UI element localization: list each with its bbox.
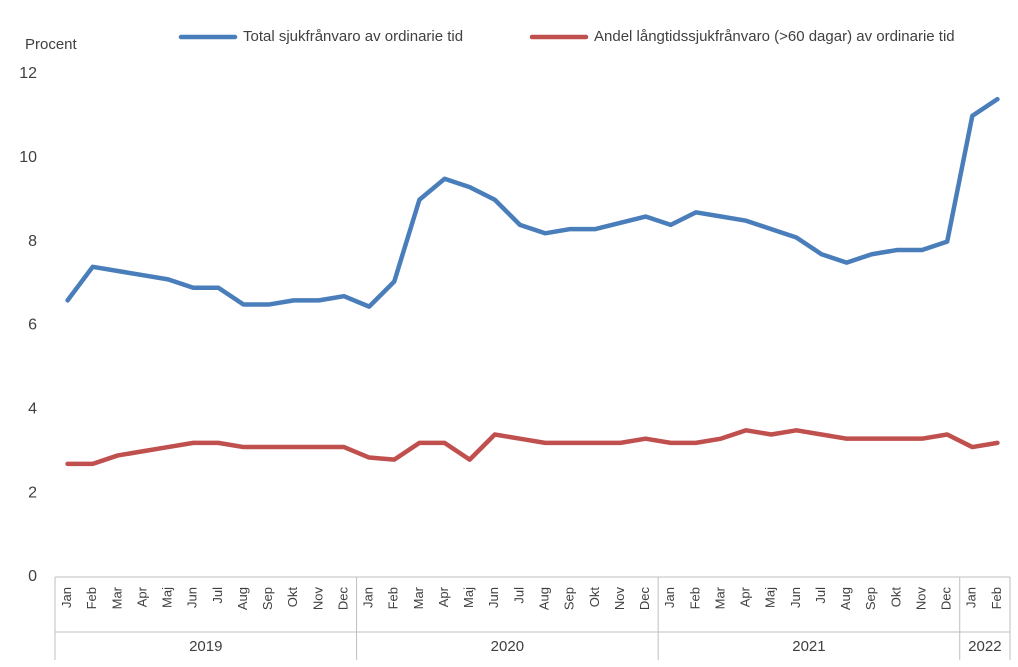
x-tick-label: Feb	[687, 587, 702, 609]
x-tick-label: Okt	[587, 587, 602, 608]
x-tick-label: Nov	[913, 587, 928, 611]
x-tick-label: Nov	[310, 587, 325, 611]
y-tick-label: 2	[28, 484, 37, 501]
x-tick-label: Jul	[813, 587, 828, 604]
x-tick-label: Jun	[185, 587, 200, 608]
x-tick-label: Sep	[562, 587, 577, 610]
x-tick-label: Jan	[361, 587, 376, 608]
series-line	[65, 428, 1000, 467]
legend-label: Andel långtidssjukfrånvaro (>60 dagar) a…	[594, 28, 955, 45]
y-axis-label: Procent	[25, 36, 78, 53]
x-tick-label: Okt	[888, 587, 903, 608]
y-tick-label: 12	[19, 65, 37, 82]
y-tick-label: 0	[28, 568, 37, 585]
x-tick-label: Jan	[964, 587, 979, 608]
x-tick-label: Maj	[763, 587, 778, 608]
series-line	[65, 96, 1000, 309]
x-tick-label: Feb	[386, 587, 401, 609]
x-tick-label: Sep	[863, 587, 878, 610]
x-tick-label: Jul	[511, 587, 526, 604]
x-tick-label: Feb	[84, 587, 99, 609]
x-group-label: 2021	[792, 638, 825, 655]
x-tick-label: Dec	[637, 587, 652, 611]
y-tick-label: 6	[28, 317, 37, 334]
x-tick-label: Apr	[436, 586, 451, 607]
y-tick-label: 4	[28, 401, 37, 418]
x-tick-label: Apr	[738, 586, 753, 607]
x-tick-label: Jan	[59, 587, 74, 608]
x-tick-label: Aug	[235, 587, 250, 610]
x-tick-label: Mar	[411, 586, 426, 609]
x-tick-label: Sep	[260, 587, 275, 610]
x-tick-label: Aug	[537, 587, 552, 610]
x-tick-label: Mar	[109, 586, 124, 609]
x-tick-label: Okt	[285, 587, 300, 608]
x-tick-label: Jun	[486, 587, 501, 608]
x-tick-label: Feb	[989, 587, 1004, 609]
x-tick-label: Dec	[939, 587, 954, 611]
x-tick-label: Jan	[662, 587, 677, 608]
x-tick-label: Apr	[134, 586, 149, 607]
x-tick-label: Aug	[838, 587, 853, 610]
y-tick-label: 10	[19, 149, 37, 166]
x-group-label: 2022	[968, 638, 1001, 655]
x-tick-label: Jul	[210, 587, 225, 604]
x-tick-label: Maj	[160, 587, 175, 608]
y-tick-label: 8	[28, 233, 37, 250]
x-tick-label: Nov	[612, 587, 627, 611]
legend-label: Total sjukfrånvaro av ordinarie tid	[243, 28, 463, 45]
x-group-label: 2020	[491, 638, 524, 655]
x-group-label: 2019	[189, 638, 222, 655]
x-tick-label: Mar	[712, 586, 727, 609]
x-tick-label: Dec	[335, 587, 350, 611]
x-tick-label: Jun	[788, 587, 803, 608]
x-tick-label: Maj	[461, 587, 476, 608]
